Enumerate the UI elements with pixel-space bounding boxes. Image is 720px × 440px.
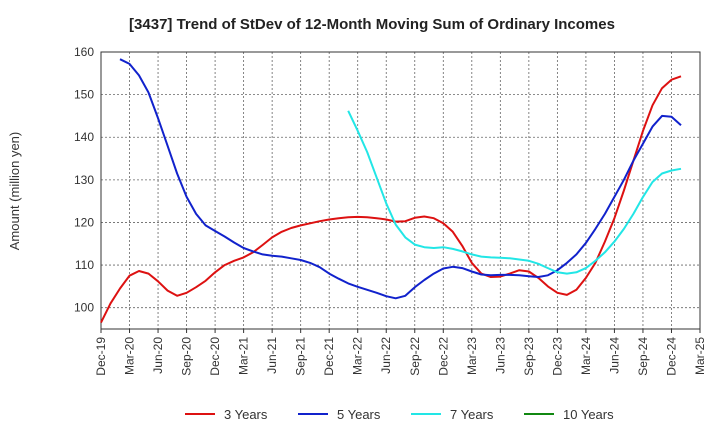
series-line-7-years [347, 110, 682, 275]
legend-label: 10 Years [563, 407, 614, 422]
chart-title: [3437] Trend of StDev of 12-Month Moving… [129, 16, 615, 33]
y-tick-label: 100 [74, 301, 94, 315]
y-tick-label: 150 [74, 88, 94, 102]
series-line-5-years [119, 58, 682, 300]
x-tick-label: Dec-20 [208, 337, 222, 376]
y-tick-label: 130 [74, 173, 94, 187]
x-tick-label: Dec-19 [94, 337, 108, 376]
x-tick-label: Sep-22 [408, 337, 422, 376]
x-tick-label: Jun-23 [493, 337, 507, 374]
series-lines [100, 58, 682, 324]
legend: 3 Years 5 Years 7 Years 10 Years [185, 407, 614, 422]
axes: 100 110 120 130 140 150 160 Dec-19 Mar-20 Jun-20 S… [74, 45, 707, 376]
legend-label: 5 Years [337, 407, 381, 422]
x-tick-label: Sep-23 [522, 337, 536, 376]
gridlines [100, 51, 701, 329]
x-tick-label: Mar-23 [465, 337, 479, 375]
y-axis-label: Amount (million yen) [7, 132, 22, 251]
x-tick-label: Jun-24 [607, 337, 621, 374]
x-tick-label: Dec-23 [550, 337, 564, 376]
legend-label: 7 Years [450, 407, 494, 422]
x-tick-label: Dec-22 [436, 337, 450, 376]
y-tick-label: 120 [74, 215, 94, 229]
x-tick-label: Mar-20 [123, 337, 137, 375]
x-tick-label: Mar-21 [237, 337, 251, 375]
x-tick-label: Jun-22 [379, 337, 393, 374]
y-tick-label: 160 [74, 45, 94, 59]
x-tick-label: Jun-20 [151, 337, 165, 374]
series-line-3-years [100, 75, 682, 324]
legend-label: 3 Years [224, 407, 268, 422]
x-tick-label: Dec-21 [322, 337, 336, 376]
x-tick-label: Sep-24 [636, 337, 650, 376]
x-tick-label: Dec-24 [664, 337, 678, 376]
plot-frame [100, 51, 701, 330]
x-tick-label: Jun-21 [265, 337, 279, 374]
x-tick-label: Mar-25 [693, 337, 707, 375]
x-tick-label: Sep-20 [180, 337, 194, 376]
y-tick-label: 140 [74, 130, 94, 144]
y-tick-label: 110 [75, 258, 94, 272]
x-tick-label: Mar-24 [579, 337, 593, 375]
x-tick-label: Sep-21 [294, 337, 308, 376]
x-tick-label: Mar-22 [351, 337, 365, 375]
